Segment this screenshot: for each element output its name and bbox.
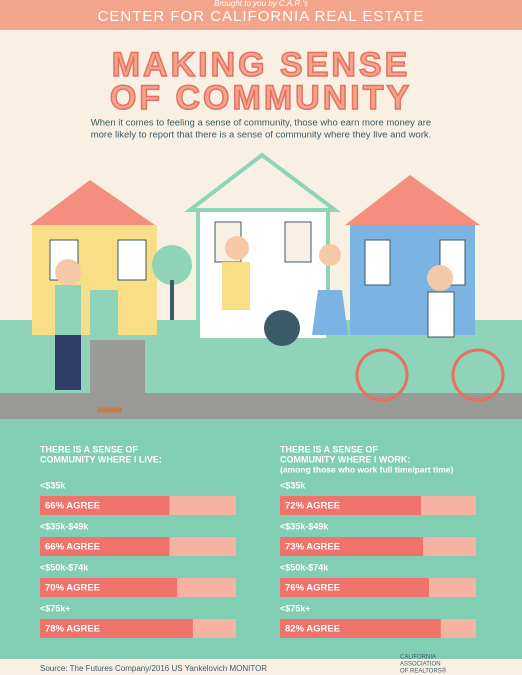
logo-text: CALIFORNIA <box>400 655 436 661</box>
category-label: <$35k <box>40 480 66 490</box>
bar <box>280 496 422 515</box>
header-band <box>0 0 522 30</box>
chart-title: THERE IS A SENSE OF <box>40 444 138 454</box>
bar-label: 78% AGREE <box>45 624 100 635</box>
bar-label: 82% AGREE <box>285 624 340 635</box>
category-label: <$50k-$74k <box>280 562 329 572</box>
footer-band <box>0 659 522 675</box>
bar <box>40 496 170 515</box>
chart-title: COMMUNITY WHERE I LIVE: <box>40 454 162 464</box>
intro-text: When it comes to feeling a sense of comm… <box>91 118 431 129</box>
header-top-text: Brought to you by C.A.R.'s <box>214 0 308 8</box>
chart-title: THERE IS A SENSE OF <box>280 444 378 454</box>
header-title: CENTER FOR CALIFORNIA REAL ESTATE <box>98 8 425 25</box>
main-title: MAKING SENSE <box>112 46 411 84</box>
chart-title: COMMUNITY WHERE I WORK: <box>280 454 410 464</box>
category-label: <$75k+ <box>40 603 71 613</box>
category-label: <$75k+ <box>280 603 311 613</box>
scene-illustration <box>0 152 522 419</box>
bar <box>40 537 170 556</box>
bar-label: 76% AGREE <box>285 583 340 594</box>
bar <box>40 619 193 638</box>
bar <box>280 619 441 638</box>
intro-text: more likely to report that there is a se… <box>91 130 432 141</box>
logo-text: OF REALTORS® <box>400 668 447 675</box>
logo-text: ASSOCIATION <box>400 662 441 668</box>
bar-label: 66% AGREE <box>45 542 100 553</box>
source-note: Source: The Futures Company/2016 US Yank… <box>40 664 267 673</box>
bar <box>280 578 429 597</box>
category-label: <$35k-$49k <box>40 521 89 531</box>
category-label: <$35k <box>280 480 306 490</box>
category-label: <$35k-$49k <box>280 521 329 531</box>
category-label: <$50k-$74k <box>40 562 89 572</box>
bar <box>280 537 424 556</box>
main-title: OF COMMUNITY <box>110 79 412 117</box>
bar <box>40 578 178 597</box>
chart-subtitle: (among those who work full time/part tim… <box>280 464 453 474</box>
bar-label: 66% AGREE <box>45 501 100 512</box>
bar-label: 70% AGREE <box>45 583 100 594</box>
bar-label: 72% AGREE <box>285 501 340 512</box>
bar-label: 73% AGREE <box>285 542 340 553</box>
